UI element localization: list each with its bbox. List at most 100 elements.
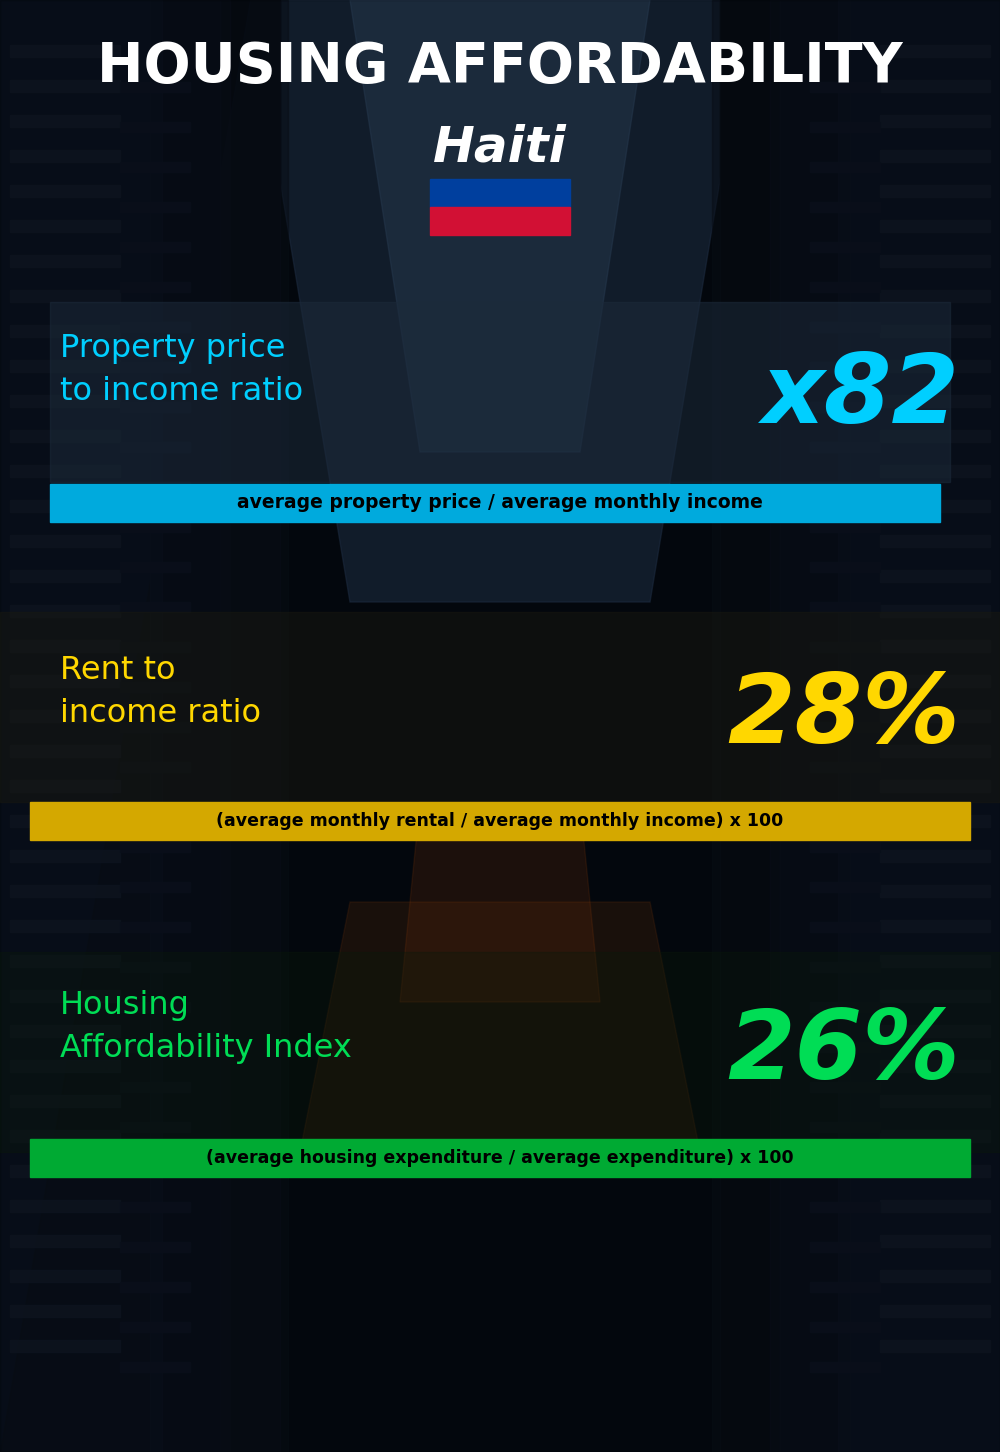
Bar xyxy=(30,1138,970,1178)
Bar xyxy=(0,0,220,1452)
Text: HOUSING AFFORDABILITY: HOUSING AFFORDABILITY xyxy=(97,41,903,94)
Bar xyxy=(880,605,990,617)
Bar xyxy=(120,1202,190,1212)
Bar xyxy=(880,256,990,267)
Bar xyxy=(120,242,190,253)
Bar xyxy=(120,922,190,932)
Bar xyxy=(10,886,120,897)
Bar xyxy=(810,1162,880,1172)
Bar xyxy=(880,990,990,1002)
Bar xyxy=(810,122,880,132)
Bar xyxy=(120,202,190,212)
Text: 28%: 28% xyxy=(727,671,960,764)
Bar xyxy=(120,1043,190,1053)
Text: Housing
Affordability Index: Housing Affordability Index xyxy=(60,990,352,1064)
Bar xyxy=(712,0,720,1452)
Bar xyxy=(120,842,190,852)
Bar xyxy=(120,682,190,693)
Bar xyxy=(880,80,990,91)
Bar xyxy=(880,184,990,197)
Bar xyxy=(880,1199,990,1212)
Bar xyxy=(10,745,120,756)
Bar xyxy=(810,922,880,932)
Bar xyxy=(810,322,880,333)
Bar xyxy=(120,1321,190,1331)
Bar xyxy=(880,325,990,337)
Text: average property price / average monthly income: average property price / average monthly… xyxy=(237,494,763,513)
Bar xyxy=(810,482,880,492)
Bar xyxy=(10,45,120,57)
Bar xyxy=(880,675,990,687)
Bar xyxy=(810,682,880,693)
Bar xyxy=(10,1305,120,1317)
Bar xyxy=(120,1241,190,1252)
Bar xyxy=(810,362,880,372)
Bar xyxy=(810,802,880,812)
Bar xyxy=(120,603,190,611)
Bar xyxy=(770,0,780,1452)
Bar xyxy=(880,640,990,652)
Bar xyxy=(120,1082,190,1092)
Bar xyxy=(120,963,190,971)
Bar xyxy=(430,179,570,208)
Bar xyxy=(880,849,990,862)
Bar xyxy=(120,402,190,412)
Bar xyxy=(120,1122,190,1133)
Bar xyxy=(10,815,120,828)
Bar xyxy=(10,849,120,862)
Bar xyxy=(10,256,120,267)
Bar xyxy=(10,921,120,932)
Bar xyxy=(10,1095,120,1106)
Bar xyxy=(30,802,970,841)
Bar xyxy=(880,1236,990,1247)
Bar xyxy=(10,80,120,91)
Bar xyxy=(0,0,150,1452)
Bar xyxy=(10,780,120,791)
Bar xyxy=(120,722,190,732)
Bar xyxy=(780,0,1000,1452)
Polygon shape xyxy=(250,0,750,603)
Bar xyxy=(120,1162,190,1172)
Bar xyxy=(10,465,120,478)
Bar xyxy=(880,499,990,513)
Bar xyxy=(880,1130,990,1143)
Bar xyxy=(120,881,190,892)
Bar xyxy=(810,562,880,572)
Bar xyxy=(880,430,990,441)
Bar xyxy=(880,815,990,828)
Bar xyxy=(810,642,880,652)
Bar xyxy=(810,1122,880,1133)
Bar xyxy=(880,780,990,791)
Bar xyxy=(10,325,120,337)
Text: Rent to
income ratio: Rent to income ratio xyxy=(60,655,261,729)
Bar xyxy=(810,81,880,91)
Bar xyxy=(10,1236,120,1247)
Bar xyxy=(0,0,280,1452)
Bar xyxy=(10,990,120,1002)
Bar xyxy=(880,571,990,582)
Bar xyxy=(810,1321,880,1331)
Bar xyxy=(880,1165,990,1178)
Bar xyxy=(880,290,990,302)
Bar xyxy=(10,499,120,513)
Bar xyxy=(120,81,190,91)
Bar xyxy=(120,482,190,492)
Bar xyxy=(120,1362,190,1372)
Text: Haiti: Haiti xyxy=(433,123,567,171)
Bar xyxy=(120,441,190,452)
Bar xyxy=(880,465,990,478)
Bar xyxy=(50,484,940,523)
Bar xyxy=(880,221,990,232)
Bar xyxy=(10,1025,120,1037)
Bar xyxy=(10,115,120,126)
Bar xyxy=(880,886,990,897)
Bar xyxy=(120,1002,190,1012)
Bar xyxy=(880,1270,990,1282)
Bar xyxy=(838,0,850,1452)
Bar xyxy=(0,953,1000,1151)
Bar xyxy=(810,402,880,412)
Bar xyxy=(120,122,190,132)
Bar xyxy=(720,0,1000,1452)
Text: (average monthly rental / average monthly income) x 100: (average monthly rental / average monthl… xyxy=(216,812,784,831)
Bar xyxy=(810,603,880,611)
